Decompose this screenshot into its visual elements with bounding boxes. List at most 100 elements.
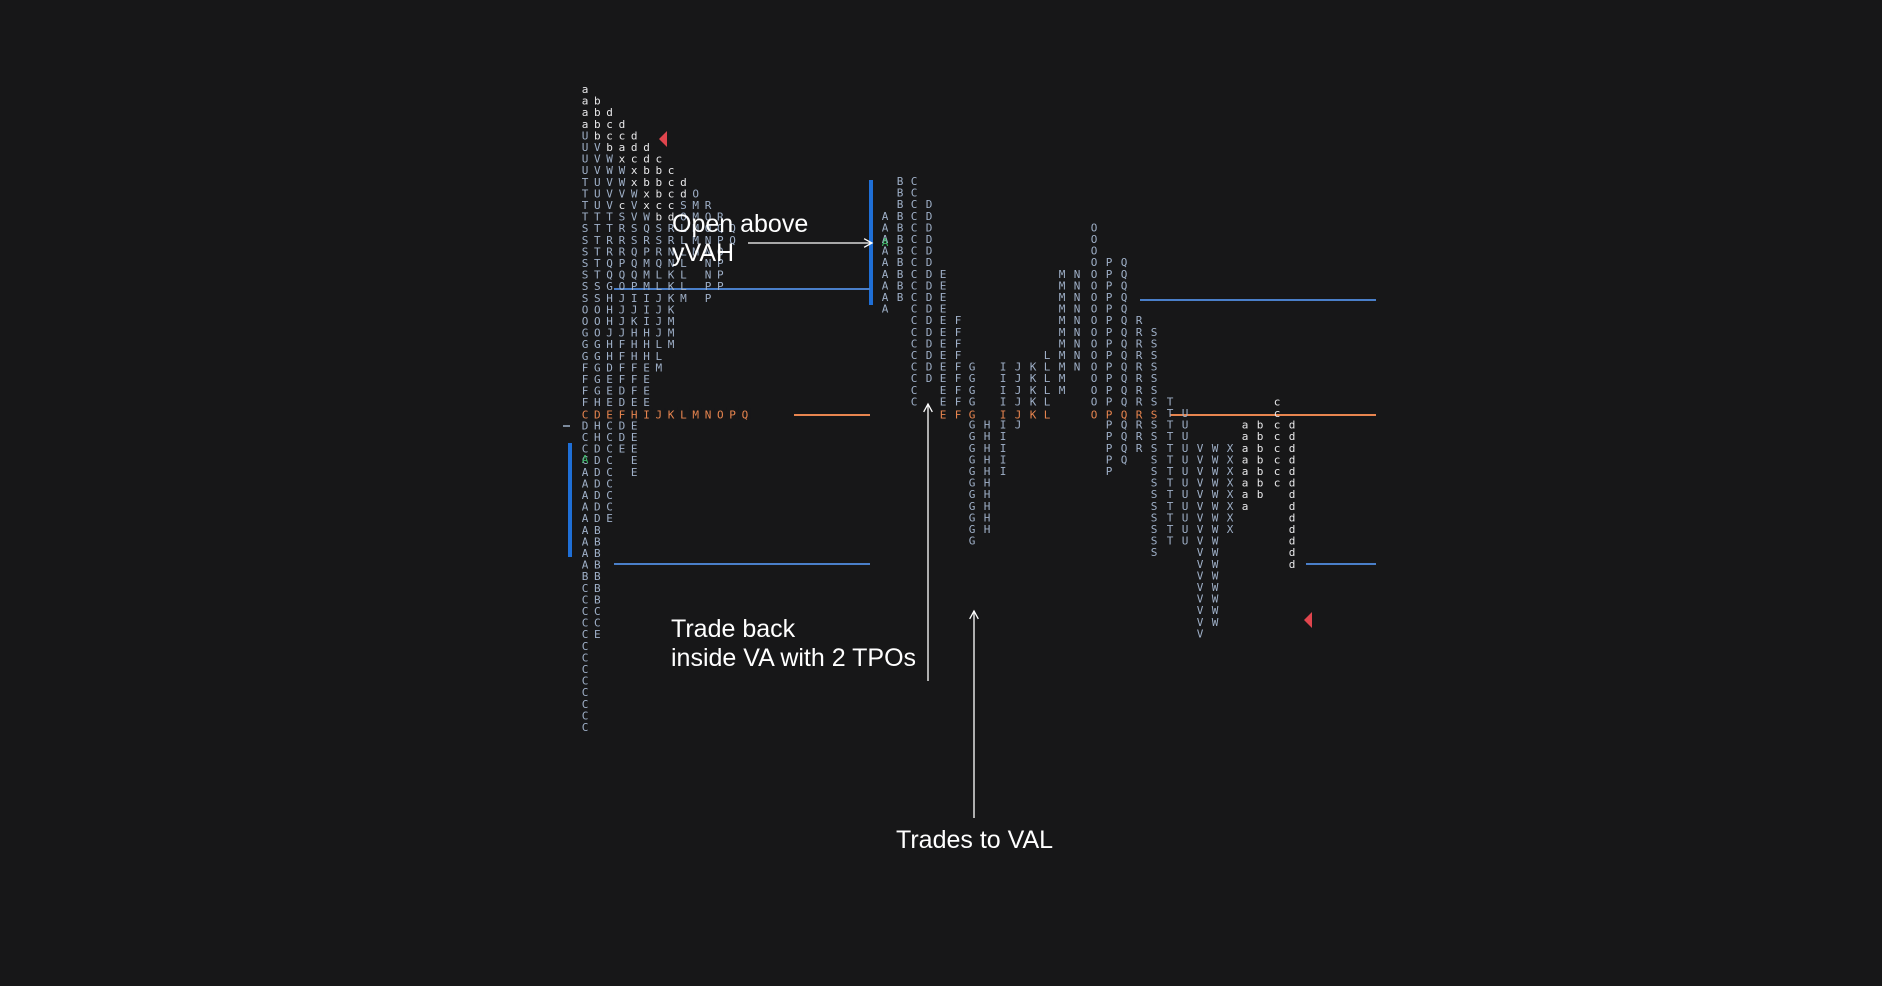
tpo-letter: P [1106, 395, 1113, 408]
tpo-letter: V [606, 176, 613, 189]
tpo-letter: d [1289, 558, 1296, 571]
tpo-letter: F [582, 373, 589, 386]
close-marker-icon [1304, 612, 1312, 628]
annotation-text: yVAH [672, 239, 734, 267]
tpo-letter: d [1289, 488, 1296, 501]
tpo-letter: N [1074, 268, 1081, 281]
tpo-letter: G [969, 523, 976, 536]
tpo-letter: S [1151, 523, 1158, 536]
tpo-letter: D [926, 198, 933, 211]
tpo-letter: H [984, 419, 991, 432]
tpo-letter: C [582, 663, 589, 676]
tpo-letter: d [1289, 535, 1296, 548]
tpo-letter: Q [1121, 372, 1128, 385]
tpo-letter: S [1151, 442, 1158, 455]
tpo-letter: d [1289, 511, 1296, 524]
tpo-letter: P [1106, 256, 1113, 269]
tpo-letter: C [911, 268, 918, 281]
tpo-letter: H [594, 419, 601, 432]
tpo-letter: B [594, 547, 601, 560]
poc-letter-bg [952, 407, 964, 420]
poc-letter: J [655, 409, 662, 422]
tpo-letter: d [643, 141, 650, 154]
tpo-letter: M [655, 361, 662, 374]
tpo-letter: B [897, 187, 904, 200]
tpo-letter: U [582, 141, 589, 154]
tpo-letter: O [705, 222, 712, 235]
tpo-letter: N [1074, 361, 1081, 374]
tpo-letter: b [594, 95, 601, 108]
tpo-letter: Q [1121, 453, 1128, 466]
poc-letter-bg [726, 407, 739, 420]
tpo-letter: O [1091, 326, 1098, 339]
poc-letter: R [1136, 409, 1143, 422]
tpo-letter: D [926, 233, 933, 246]
tpo-letter: M [668, 327, 675, 340]
poc-letter: K [668, 409, 675, 422]
tpo-letter: T [606, 222, 613, 235]
tpo-letter: C [911, 256, 918, 269]
tpo-letter: W [631, 187, 638, 200]
poc-letter: D [594, 409, 601, 422]
tpo-letter: R [606, 245, 613, 258]
tpo-letter: E [606, 396, 613, 409]
tpo-letter: S [582, 257, 589, 270]
tpo-letter: R [717, 211, 724, 224]
tpo-letter: K [668, 292, 675, 305]
tpo-letter: O [582, 303, 589, 316]
tpo-letter: c [668, 164, 675, 177]
tpo-letter: E [619, 443, 626, 456]
tpo-letter: H [606, 292, 613, 305]
tpo-letter: O [619, 280, 626, 293]
tpo-letter: B [897, 175, 904, 188]
tpo-letter: M [1059, 279, 1066, 292]
tpo-letter: x [643, 187, 650, 200]
tpo-letter: O [1091, 361, 1098, 374]
tpo-letter: c [631, 153, 638, 166]
annotation-text: Trades to VAL [896, 826, 1053, 854]
poc-letter: I [1000, 409, 1007, 422]
tpo-letter: F [955, 395, 962, 408]
tpo-letter: b [655, 176, 662, 189]
tpo-letter: C [606, 443, 613, 456]
tpo-letter: E [940, 395, 947, 408]
tpo-letter: M [692, 199, 699, 212]
poc-letter: O [1091, 409, 1098, 422]
tpo-letter: O [717, 245, 724, 258]
tpo-letter: D [619, 385, 626, 398]
tpo-letter: G [969, 477, 976, 490]
tpo-letter: P [1106, 442, 1113, 455]
tpo-letter: Q [643, 222, 650, 235]
arrow-head-icon [969, 609, 979, 620]
tpo-letter: W [1212, 593, 1219, 606]
tpo-letter: N [1074, 349, 1081, 362]
tpo-letters: aaaaUUUUTTTTSSSSSSSOOGGGFFFFDDCCCAAAAAAA… [579, 83, 1295, 734]
poc-letter-bg [665, 407, 678, 420]
tpo-letter: c [606, 129, 613, 142]
tpo-letter: H [984, 430, 991, 443]
tpo-letter: H [631, 350, 638, 363]
tpo-letter: P [1106, 291, 1113, 304]
tpo-letter: P [1106, 465, 1113, 478]
tpo-letter: S [680, 199, 687, 212]
tpo-letter: P [1106, 326, 1113, 339]
tpo-letter: D [594, 512, 601, 525]
tpo-letter: A [882, 210, 889, 223]
tpo-letter: A [582, 477, 589, 490]
tpo-letter: E [631, 466, 638, 479]
tpo-letter: N [705, 245, 712, 258]
tpo-letter: G [594, 338, 601, 351]
tpo-letter: F [619, 350, 626, 363]
tpo-letter: b [1257, 453, 1264, 466]
tpo-letter: d [680, 176, 687, 189]
tpo-letter: R [1136, 430, 1143, 443]
tpo-letter: N [1074, 279, 1081, 292]
tpo-letter: V [1197, 546, 1204, 559]
tpo-letter: c [619, 129, 626, 142]
tpo-letter: c [1274, 477, 1281, 490]
tpo-letter: D [926, 291, 933, 304]
tpo-letter: d [1289, 477, 1296, 490]
tpo-letter: L [1044, 372, 1051, 385]
tpo-letter: d [1289, 465, 1296, 478]
tpo-letter: X [1227, 488, 1234, 501]
